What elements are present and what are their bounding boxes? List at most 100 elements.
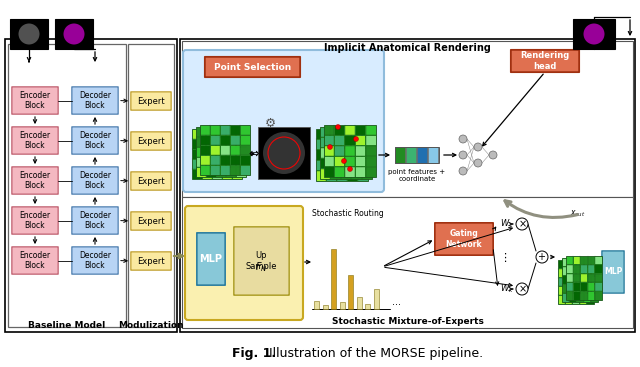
Bar	[227, 167, 236, 177]
Bar	[227, 157, 236, 167]
Circle shape	[353, 137, 358, 142]
Bar	[365, 304, 370, 309]
Bar	[211, 156, 220, 164]
Bar	[581, 292, 587, 299]
Bar	[566, 287, 572, 295]
Bar	[207, 127, 216, 137]
Bar	[566, 269, 572, 277]
Bar	[591, 294, 598, 302]
Bar	[588, 287, 593, 295]
Bar	[588, 296, 593, 304]
Bar	[327, 150, 336, 160]
FancyBboxPatch shape	[72, 247, 118, 274]
FancyBboxPatch shape	[12, 87, 58, 114]
Bar	[200, 166, 209, 174]
Bar	[193, 170, 202, 178]
Bar	[358, 171, 367, 181]
Bar	[562, 258, 598, 302]
Bar	[580, 296, 586, 304]
Bar	[223, 160, 232, 168]
Bar	[227, 148, 236, 156]
Bar	[341, 169, 351, 178]
Bar	[566, 278, 572, 286]
Bar	[348, 161, 357, 170]
Bar	[320, 127, 372, 179]
FancyBboxPatch shape	[12, 207, 58, 234]
Bar	[346, 126, 355, 135]
Bar	[200, 156, 209, 164]
Text: Implicit Anatomical Rendering: Implicit Anatomical Rendering	[324, 43, 491, 53]
Bar	[323, 305, 328, 309]
Text: Expert: Expert	[137, 137, 165, 145]
Text: $+$: $+$	[538, 251, 547, 262]
Bar	[362, 169, 371, 178]
Bar	[227, 127, 236, 137]
Bar	[331, 169, 340, 178]
Bar	[221, 156, 230, 164]
Bar	[348, 275, 353, 309]
Bar	[588, 283, 595, 291]
Bar	[258, 127, 310, 179]
Bar	[356, 126, 365, 135]
Bar	[211, 135, 220, 145]
Bar	[559, 296, 564, 304]
Bar	[581, 283, 587, 291]
Bar	[324, 126, 334, 135]
Bar	[314, 301, 319, 309]
Text: Encoder
Block: Encoder Block	[19, 211, 51, 230]
Bar	[362, 159, 371, 168]
Bar	[352, 169, 361, 178]
FancyBboxPatch shape	[72, 87, 118, 114]
Bar	[223, 139, 232, 149]
Bar	[584, 258, 590, 266]
Text: Stochastic Mixture-of-Experts: Stochastic Mixture-of-Experts	[332, 316, 483, 326]
FancyBboxPatch shape	[131, 212, 171, 230]
Bar	[573, 265, 580, 273]
Text: Expert: Expert	[137, 177, 165, 185]
Circle shape	[516, 283, 528, 295]
Bar	[581, 265, 587, 273]
Bar	[580, 261, 586, 268]
Bar	[216, 157, 225, 167]
Bar	[341, 159, 351, 168]
Text: $W_1$: $W_1$	[500, 218, 513, 230]
Bar	[202, 130, 211, 138]
FancyBboxPatch shape	[131, 132, 171, 150]
Bar	[317, 130, 326, 139]
Bar	[588, 292, 595, 299]
Bar	[559, 269, 564, 277]
Circle shape	[63, 23, 84, 44]
Bar	[212, 160, 221, 168]
Text: $⇔$: $⇔$	[248, 146, 260, 160]
Bar	[182, 197, 633, 328]
Bar	[352, 127, 361, 137]
Bar	[563, 267, 569, 275]
Bar	[352, 148, 361, 158]
Bar	[237, 167, 246, 177]
Bar	[321, 169, 330, 178]
Bar	[356, 157, 365, 166]
Bar	[232, 130, 241, 138]
Bar	[577, 276, 583, 284]
Bar	[337, 150, 347, 160]
Text: $x_{out}$: $x_{out}$	[570, 209, 586, 219]
Bar	[588, 261, 593, 268]
Bar	[358, 140, 367, 149]
Bar	[339, 302, 344, 309]
Bar	[212, 170, 221, 178]
Bar	[573, 283, 580, 291]
Bar	[321, 138, 330, 147]
Bar	[193, 130, 202, 138]
Bar	[207, 157, 216, 167]
Bar	[196, 148, 205, 156]
Bar	[584, 267, 590, 275]
Bar	[55, 19, 93, 49]
Bar	[335, 146, 344, 156]
Text: Stochastic Routing: Stochastic Routing	[312, 210, 384, 218]
Bar	[570, 267, 576, 275]
Bar	[573, 296, 579, 304]
FancyBboxPatch shape	[131, 172, 171, 190]
Bar	[196, 138, 205, 146]
FancyBboxPatch shape	[185, 206, 303, 320]
Bar	[395, 147, 405, 163]
